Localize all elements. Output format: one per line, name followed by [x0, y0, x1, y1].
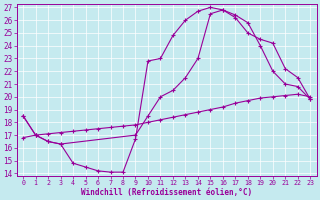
X-axis label: Windchill (Refroidissement éolien,°C): Windchill (Refroidissement éolien,°C)	[81, 188, 252, 197]
